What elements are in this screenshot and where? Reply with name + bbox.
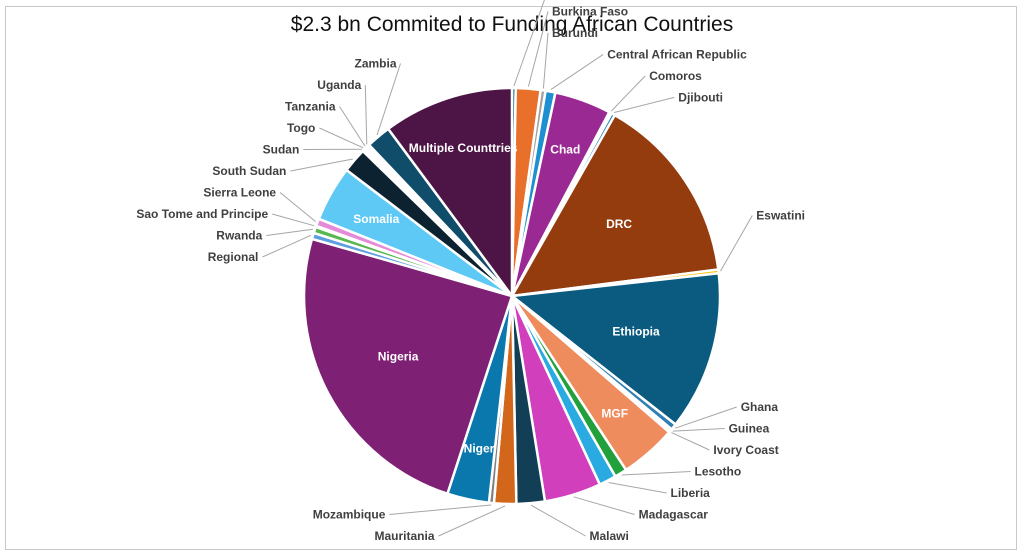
slice-label-ivory-coast: Ivory Coast	[713, 443, 778, 457]
leader-line-liberia	[608, 482, 667, 494]
slice-label-mozambique: Mozambique	[313, 508, 386, 522]
slice-label-malawi: Malawi	[590, 529, 629, 543]
pie-slice-drc	[510, 113, 720, 298]
leader-line-sierra-leone	[279, 192, 316, 222]
slice-label-tanzania: Tanzania	[285, 100, 336, 114]
pie-slice-ethiopia	[510, 271, 722, 426]
leader-line-madagascar	[573, 496, 635, 515]
leader-line-burkina-faso	[527, 11, 549, 87]
slice-label-sao-tome-and-principe: Sao Tome and Principe	[136, 207, 268, 221]
slice-label-madagascar: Madagascar	[639, 508, 709, 522]
slice-label-guinea: Guinea	[729, 422, 770, 436]
slice-label-burundi: Burundi	[552, 26, 598, 40]
slice-label-regional: Regional	[208, 250, 259, 264]
leader-line-lesotho	[621, 471, 691, 476]
leader-line-regional	[262, 234, 312, 258]
slice-label-lesotho: Lesotho	[695, 465, 742, 479]
slice-label-togo: Togo	[287, 121, 315, 135]
pie-slice-multiple-counttries	[386, 86, 514, 298]
slice-label-eswatini: Eswatini	[756, 209, 805, 223]
slice-label-south-sudan: South Sudan	[212, 164, 286, 178]
leader-line-ghana	[675, 406, 737, 429]
slice-label-chad: Chad	[550, 142, 580, 156]
leader-line-benin	[513, 0, 545, 87]
slice-label-mgf: MGF	[601, 406, 628, 420]
chart-title: $2.3 bn Commited to Funding African Coun…	[290, 13, 734, 36]
leader-line-sao-tome-and-principe	[272, 213, 315, 227]
leader-line-mauritania	[438, 505, 506, 537]
slice-label-comoros: Comoros	[649, 69, 702, 83]
slice-label-drc: DRC	[606, 217, 632, 231]
leader-line-ivory-coast	[671, 432, 710, 451]
slice-label-ghana: Ghana	[741, 400, 779, 414]
slice-label-central-african-republic: Central African Republic	[607, 47, 747, 61]
leader-line-burundi	[542, 32, 549, 89]
slice-label-sudan: Sudan	[263, 143, 300, 157]
slice-label-multiple-counttries: Multiple Counttries	[409, 141, 518, 155]
leader-line-mozambique	[389, 504, 492, 515]
slice-label-djibouti: Djibouti	[678, 90, 723, 104]
slice-label-zambia: Zambia	[354, 57, 396, 71]
slice-label-uganda: Uganda	[317, 78, 361, 92]
slice-label-sierra-leone: Sierra Leone	[203, 186, 276, 200]
slice-label-burkina-faso: Burkina Faso	[552, 4, 628, 18]
leader-line-south-sudan	[290, 158, 353, 172]
leader-line-djibouti	[614, 96, 675, 113]
leader-line-rwanda	[266, 228, 313, 236]
leader-line-central-african-republic	[550, 53, 604, 91]
leader-line-zambia	[376, 63, 401, 136]
leader-line-togo	[319, 127, 364, 149]
slice-label-ethiopia: Ethiopia	[612, 324, 660, 338]
slice-label-rwanda: Rwanda	[216, 229, 262, 243]
leader-line-comoros	[611, 75, 646, 112]
leader-line-tanzania	[339, 106, 366, 147]
pie-slice-nigeria	[302, 237, 514, 495]
leader-line-malawi	[530, 504, 586, 537]
leader-line-eswatini	[720, 215, 753, 272]
slice-label-niger: Niger	[464, 442, 495, 456]
slice-label-liberia: Liberia	[671, 486, 711, 500]
leader-line-guinea	[672, 428, 725, 432]
slice-label-mauritania: Mauritania	[374, 529, 434, 543]
slice-label-somalia: Somalia	[353, 212, 399, 226]
slice-label-nigeria: Nigeria	[378, 350, 419, 364]
leader-line-uganda	[364, 84, 368, 145]
